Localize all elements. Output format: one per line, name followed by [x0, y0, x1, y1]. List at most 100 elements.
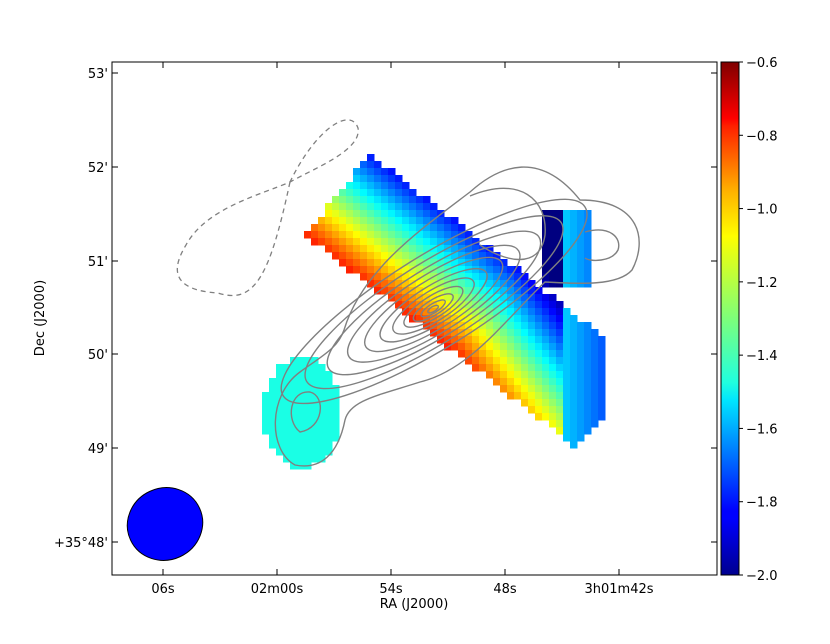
heat-cell-154	[353, 231, 361, 239]
heat-cell-218	[388, 245, 396, 253]
heat-cell-145	[577, 224, 585, 232]
heat-cell-765	[318, 392, 326, 400]
heat-cell-263	[493, 252, 501, 260]
heat-cell-15	[388, 175, 396, 183]
heat-cell-44	[381, 196, 389, 204]
heat-cell-687	[311, 371, 319, 379]
heat-cell-124	[353, 224, 361, 232]
heat-cell-139	[458, 224, 466, 232]
heat-cell-73	[367, 210, 375, 218]
heat-cell-906	[283, 448, 291, 456]
heat-cell-554	[528, 329, 536, 337]
heat-cell-468	[402, 308, 410, 316]
heat-cell-611	[458, 350, 466, 358]
heat-cell-835	[318, 413, 326, 421]
heat-cell-172	[549, 231, 557, 239]
heat-cell-272	[346, 259, 354, 267]
heat-cell-529	[514, 322, 522, 330]
heat-cell-356	[514, 273, 522, 281]
heat-cell-532	[535, 322, 543, 330]
heat-cell-271	[339, 259, 347, 267]
heat-cell-282	[416, 259, 424, 267]
heat-cell-587	[598, 336, 606, 344]
heat-cell-198	[451, 238, 459, 246]
heat-cell-861	[563, 420, 571, 428]
heat-cell-170	[465, 231, 473, 239]
heat-cell-893	[570, 434, 578, 442]
heat-cell-778	[577, 392, 585, 400]
heat-cell-311	[409, 266, 417, 274]
heat-cell-831	[290, 413, 298, 421]
heat-cell-89	[577, 210, 585, 218]
heat-cell-538	[577, 322, 585, 330]
heat-cell-122	[339, 224, 347, 232]
heat-cell-717	[500, 378, 508, 386]
heat-cell-77	[395, 210, 403, 218]
heat-cell-514	[563, 315, 571, 323]
heat-cell-762	[297, 392, 305, 400]
heat-cell-633	[297, 357, 305, 365]
heat-cell-161	[402, 231, 410, 239]
heat-cell-755	[591, 385, 599, 393]
heat-cell-94	[339, 217, 347, 225]
heat-cell-841	[556, 413, 564, 421]
x-tick-label: 3h01m42s	[584, 582, 653, 597]
heat-cell-264	[542, 252, 550, 260]
heat-cell-705	[591, 371, 599, 379]
heat-cell-276	[374, 259, 382, 267]
heat-cell-111	[542, 217, 550, 225]
heat-cell-216	[374, 245, 382, 253]
heat-cell-862	[570, 420, 578, 428]
heat-cell-547	[479, 329, 487, 337]
heat-cell-60	[388, 203, 396, 211]
heat-cell-268	[570, 252, 578, 260]
heat-cell-183	[346, 238, 354, 246]
heat-cell-814	[325, 406, 333, 414]
heat-cell-56	[360, 203, 368, 211]
heat-cell-517	[430, 322, 438, 330]
heat-cell-237	[570, 245, 578, 253]
heat-cell-877	[556, 427, 564, 435]
heat-cell-23	[388, 182, 396, 190]
heat-cell-896	[276, 441, 284, 449]
heat-cell-846	[591, 413, 599, 421]
heat-cell-667	[500, 364, 508, 372]
heat-cell-843	[570, 413, 578, 421]
heat-cell-626	[563, 350, 571, 358]
heat-cell-55	[353, 203, 361, 211]
heat-cell-828	[269, 413, 277, 421]
heat-cell-353	[493, 273, 501, 281]
heat-cell-542	[444, 329, 452, 337]
heat-cell-487	[535, 308, 543, 316]
heat-cell-107	[430, 217, 438, 225]
heat-cell-147	[304, 231, 312, 239]
heat-cell-372	[416, 280, 424, 288]
heat-cell-772	[535, 392, 543, 400]
heat-cell-190	[395, 238, 403, 246]
heat-cell-297	[556, 259, 564, 267]
heat-cell-650	[563, 357, 571, 365]
heat-cell-255	[437, 252, 445, 260]
heat-cell-915	[297, 455, 305, 463]
heat-cell-801	[577, 399, 585, 407]
heat-cell-758	[269, 392, 277, 400]
heat-cell-289	[465, 259, 473, 267]
heat-cell-409	[465, 287, 473, 295]
heat-cell-313	[423, 266, 431, 274]
heat-cell-564	[437, 336, 445, 344]
heat-cell-782	[262, 399, 270, 407]
heat-cell-125	[360, 224, 368, 232]
heat-cell-878	[563, 427, 571, 435]
heat-cell-671	[528, 364, 536, 372]
heat-cell-40	[353, 196, 361, 204]
heat-cell-213	[353, 245, 361, 253]
heat-cell-430	[458, 294, 466, 302]
heat-cell-525	[486, 322, 494, 330]
heat-cell-678	[577, 364, 585, 372]
heat-cell-347	[451, 273, 459, 281]
heat-cell-93	[332, 217, 340, 225]
heat-cell-804	[598, 399, 606, 407]
heat-cell-660	[304, 364, 312, 372]
heat-cell-421	[395, 294, 403, 302]
heat-cell-208	[584, 238, 592, 246]
